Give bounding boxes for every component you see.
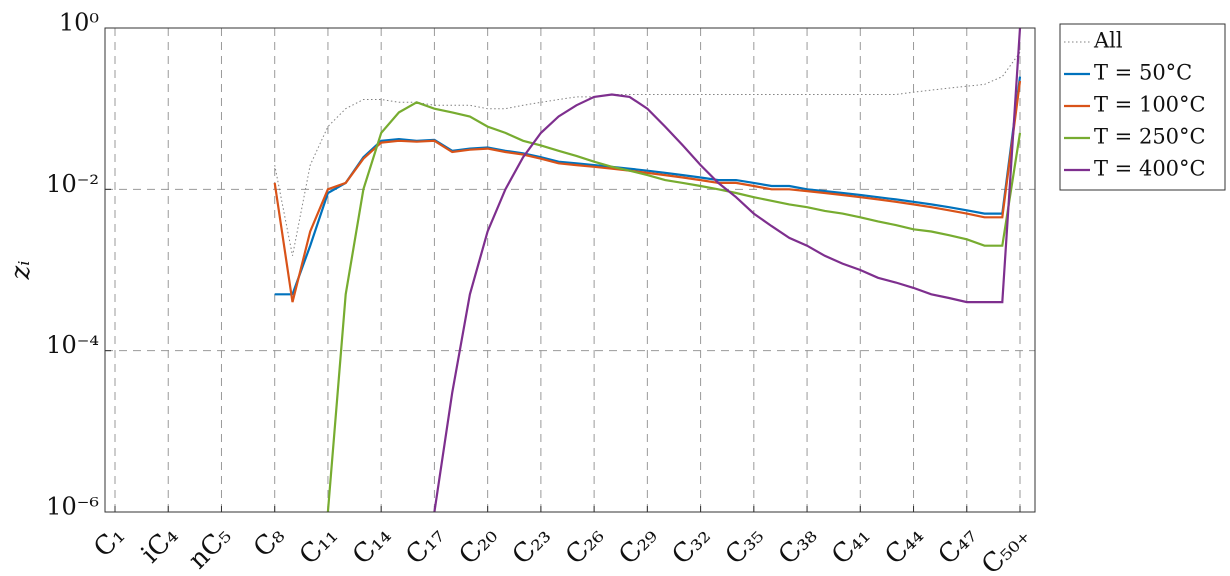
x-tick-label: C₄₁	[826, 521, 876, 571]
x-tick-label: C₁₇	[400, 521, 450, 571]
x-tick-label: iC₄	[136, 521, 185, 570]
series-line	[274, 52, 1021, 256]
x-tick-label: C₁	[88, 521, 131, 564]
y-axis-label: zᵢ	[6, 261, 36, 281]
x-tick-label: C₂₆	[560, 521, 610, 571]
x-tick-label: C₂₃	[507, 521, 557, 571]
x-tick-label: C₃₂	[666, 521, 716, 571]
y-tick-label: 10⁻²	[46, 170, 99, 198]
x-tick-label: C₈	[248, 521, 291, 564]
series-line	[273, 80, 1022, 303]
legend-label: T = 250°C	[1094, 125, 1206, 149]
plot-area	[105, 28, 1035, 512]
x-tick-label: C₄₇	[933, 521, 983, 571]
x-tick-label: nC₅	[183, 521, 237, 575]
x-tick-label: C₃₅	[720, 521, 770, 571]
series-line	[274, 76, 1022, 296]
legend-label: All	[1093, 29, 1123, 53]
x-tick-label: C₃₈	[773, 521, 823, 571]
x-tick-label: C₁₄	[347, 521, 397, 571]
x-tick-label: C₂₉	[613, 521, 663, 571]
x-tick-label: C₁₁	[294, 521, 344, 571]
legend-label: T = 50°C	[1094, 61, 1192, 85]
y-tick-label: 10⁰	[59, 9, 99, 37]
axes-frame	[104, 27, 1036, 513]
legend-label: T = 100°C	[1094, 93, 1206, 117]
series-line	[433, 27, 1022, 513]
y-tick-label: 10⁻⁶	[46, 493, 99, 521]
x-tick-label: C₂₀	[454, 521, 504, 571]
y-tick-label: 10⁻⁴	[46, 331, 99, 359]
x-tick-label: C₄₄	[879, 521, 929, 571]
legend-label: T = 400°C	[1094, 157, 1206, 181]
series-line	[326, 101, 1022, 513]
x-tick-label: C₅₀₊	[976, 521, 1036, 576]
